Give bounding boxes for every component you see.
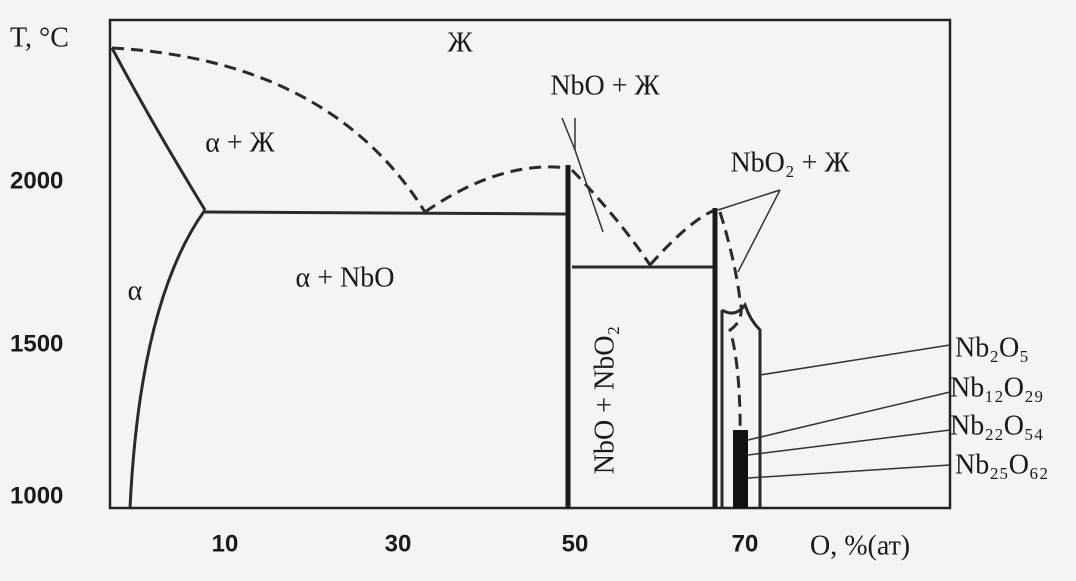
- region-label: NbO + Ж: [550, 70, 660, 101]
- x-tick-label: 50: [562, 530, 589, 557]
- region-label: α + NbO: [296, 262, 395, 293]
- x-tick-label: 10: [212, 530, 239, 557]
- phase-label: Nb₂O₅: [955, 332, 1029, 363]
- x-tick-label: 70: [732, 530, 759, 557]
- x-tick-label: 30: [385, 530, 412, 557]
- region-label: α + Ж: [205, 127, 275, 158]
- region-label: NbO₂ + Ж: [730, 147, 850, 178]
- y-tick-label: 1000: [10, 482, 63, 509]
- region-label: NbO + NbO₂: [589, 326, 620, 474]
- y-axis-label: T, °C: [10, 22, 69, 53]
- region-label: Ж: [447, 27, 473, 58]
- x-axis-label: O, %(ат): [810, 530, 910, 561]
- phase-label: Nb₂₅O₆₂: [955, 449, 1049, 480]
- frame: [108, 18, 952, 510]
- y-tick-label: 2000: [10, 167, 63, 194]
- phase-label: Nb₁₂O₂₉: [950, 372, 1044, 403]
- phase-label: Nb₂₂O₅₄: [950, 410, 1044, 441]
- y-tick-label: 1500: [10, 330, 63, 357]
- boundaries: [110, 46, 951, 509]
- region-label: α: [128, 275, 143, 306]
